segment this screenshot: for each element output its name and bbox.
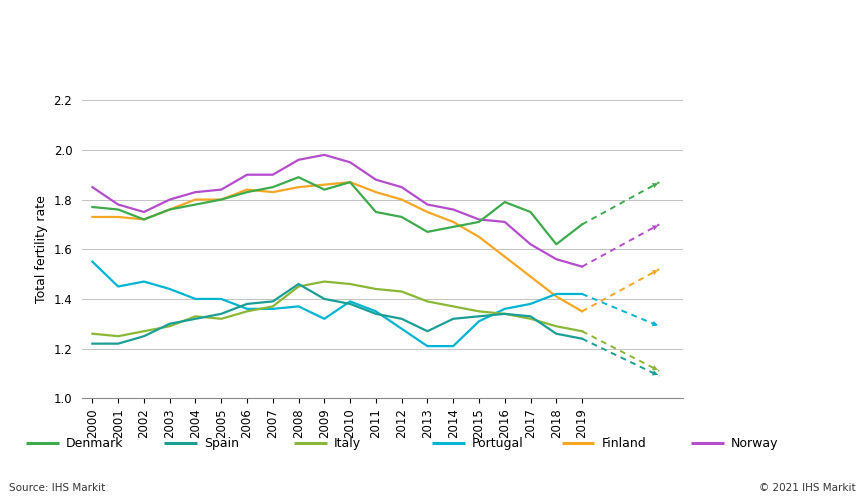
Text: can emerge: can emerge: [11, 62, 108, 76]
Text: Norway: Norway: [731, 437, 778, 450]
Text: Spain: Spain: [204, 437, 239, 450]
Text: © 2021 IHS Markit: © 2021 IHS Markit: [759, 483, 855, 493]
Text: Portugal: Portugal: [472, 437, 524, 450]
Text: Chart 5: Diverging trends in fertility  between Nordic and South European countr: Chart 5: Diverging trends in fertility b…: [11, 25, 708, 40]
Text: Denmark: Denmark: [66, 437, 124, 450]
Text: Italy: Italy: [334, 437, 360, 450]
Text: Source: IHS Markit: Source: IHS Markit: [9, 483, 105, 493]
Text: Finland: Finland: [601, 437, 646, 450]
Y-axis label: Total fertility rate: Total fertility rate: [35, 195, 48, 303]
